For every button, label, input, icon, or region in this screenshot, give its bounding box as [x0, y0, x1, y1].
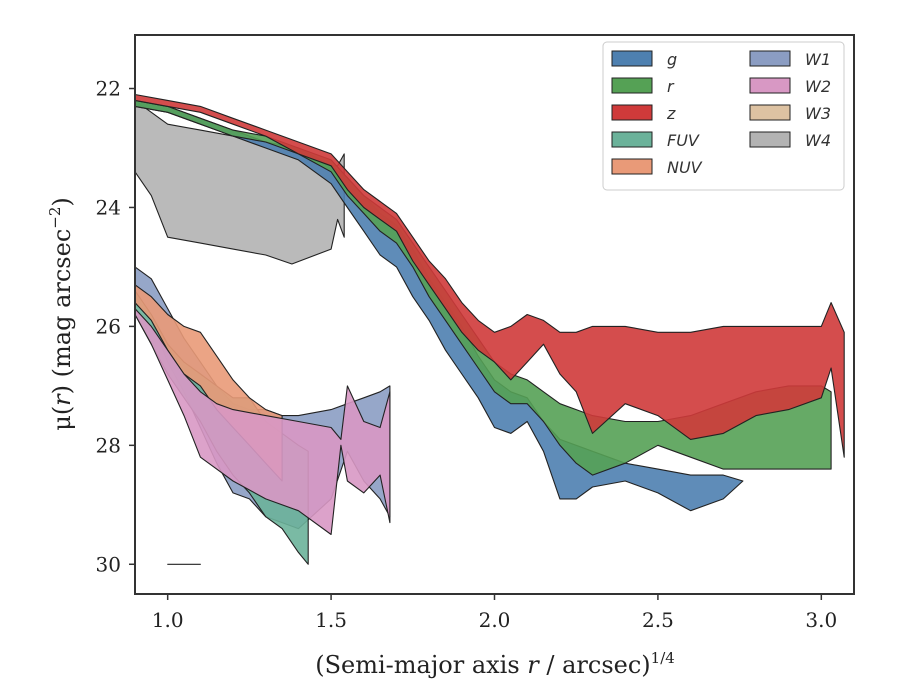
legend-swatch-w4: [749, 131, 791, 148]
legend-swatch-w3: [749, 104, 791, 121]
series-band-z: [134, 93, 845, 458]
x-axis-title-variable: r: [527, 651, 540, 679]
legend-swatch-w1: [749, 50, 791, 67]
x-tick-label: 2.0: [479, 608, 511, 632]
y-tick-label: 30: [96, 552, 121, 576]
legend-swatch-z: [611, 104, 653, 121]
x-axis-title-exponent: 1/4: [651, 649, 675, 667]
ticks-layer: 1.0 1.5 2.0 2.5 3.0 22 24 26 28 30: [96, 77, 838, 632]
legend-label-r: r: [667, 77, 675, 96]
x-tick-label: 1.5: [315, 608, 347, 632]
series-band-w4: [134, 99, 345, 265]
legend-label-fuv: FUV: [667, 131, 700, 150]
legend-swatch-r: [611, 77, 653, 94]
legend-label-w1: W1: [805, 50, 831, 69]
legend: grz FUV NUV W1 W2 W3 W4: [602, 41, 845, 191]
legend-label-w3: W3: [805, 104, 831, 123]
series-band-w2: [134, 308, 391, 536]
y-axis-title-variable: r: [48, 393, 76, 406]
legend-label-w4: W4: [805, 131, 831, 150]
y-axis-title: μ(r) (mag arcsec−2): [46, 197, 76, 431]
y-tick-label: 28: [96, 433, 121, 457]
legend-swatch-nuv: [611, 158, 653, 175]
x-tick-label: 2.5: [642, 608, 674, 632]
legend-swatch-w2: [749, 77, 791, 94]
x-tick-label: 1.0: [152, 608, 184, 632]
legend-swatch-fuv: [611, 131, 653, 148]
legend-swatch-g: [611, 50, 653, 67]
y-axis-title-exponent: −2: [46, 207, 64, 229]
legend-label-w2: W2: [805, 77, 831, 96]
y-tick-label: 24: [96, 195, 121, 219]
legend-label-g: g: [667, 50, 677, 69]
x-tick-label: 3.0: [805, 608, 837, 632]
series-layer: [134, 93, 845, 565]
legend-label-z: z: [666, 104, 676, 123]
y-tick-label: 26: [96, 314, 121, 338]
y-tick-label: 22: [96, 77, 121, 101]
legend-label-nuv: NUV: [667, 158, 703, 177]
x-axis-title: (Semi-major axis r / arcsec)1/4: [315, 649, 675, 679]
